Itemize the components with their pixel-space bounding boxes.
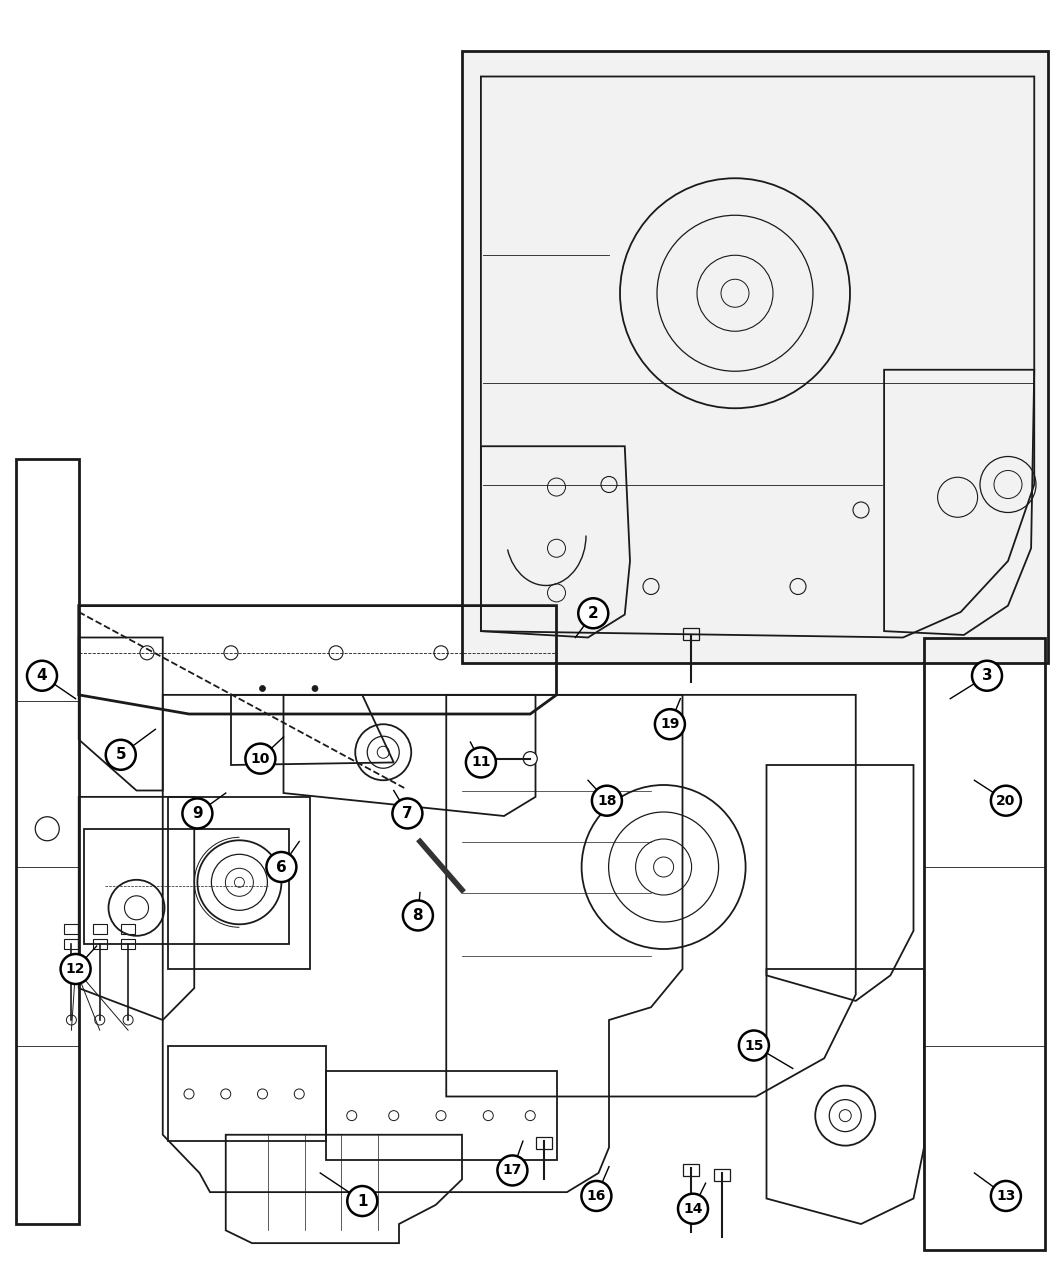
Circle shape (466, 747, 496, 778)
Circle shape (123, 1015, 133, 1025)
Circle shape (27, 660, 57, 691)
Text: 1: 1 (357, 1193, 367, 1209)
Circle shape (393, 798, 422, 829)
Text: 11: 11 (471, 756, 490, 769)
Circle shape (579, 598, 608, 629)
Text: 6: 6 (276, 859, 287, 875)
Circle shape (403, 900, 433, 931)
Circle shape (106, 740, 135, 770)
Circle shape (498, 1155, 527, 1186)
Text: 16: 16 (587, 1190, 606, 1202)
Circle shape (348, 1186, 377, 1216)
Circle shape (94, 1015, 105, 1025)
Circle shape (991, 785, 1021, 816)
Text: 20: 20 (996, 794, 1015, 807)
Circle shape (246, 743, 275, 774)
Circle shape (183, 798, 212, 829)
Circle shape (66, 1015, 77, 1025)
Text: 3: 3 (982, 668, 992, 683)
Text: 8: 8 (413, 908, 423, 923)
Text: 19: 19 (660, 718, 679, 731)
Text: 10: 10 (251, 752, 270, 765)
Text: 13: 13 (996, 1190, 1015, 1202)
Circle shape (678, 1193, 708, 1224)
Circle shape (267, 852, 296, 882)
Circle shape (739, 1030, 769, 1061)
Circle shape (582, 1181, 611, 1211)
Text: 7: 7 (402, 806, 413, 821)
Polygon shape (462, 51, 1048, 663)
Circle shape (523, 752, 538, 765)
Text: 18: 18 (597, 794, 616, 807)
Text: 9: 9 (192, 806, 203, 821)
Text: 2: 2 (588, 606, 598, 621)
Text: 15: 15 (744, 1039, 763, 1052)
Circle shape (592, 785, 622, 816)
Circle shape (259, 686, 266, 691)
Text: 5: 5 (116, 747, 126, 762)
Circle shape (991, 1181, 1021, 1211)
Text: 17: 17 (503, 1164, 522, 1177)
Circle shape (972, 660, 1002, 691)
Circle shape (655, 709, 685, 740)
Text: 4: 4 (37, 668, 47, 683)
Circle shape (61, 954, 90, 984)
Circle shape (312, 686, 318, 691)
Text: 12: 12 (66, 963, 85, 975)
Text: 14: 14 (684, 1202, 702, 1215)
